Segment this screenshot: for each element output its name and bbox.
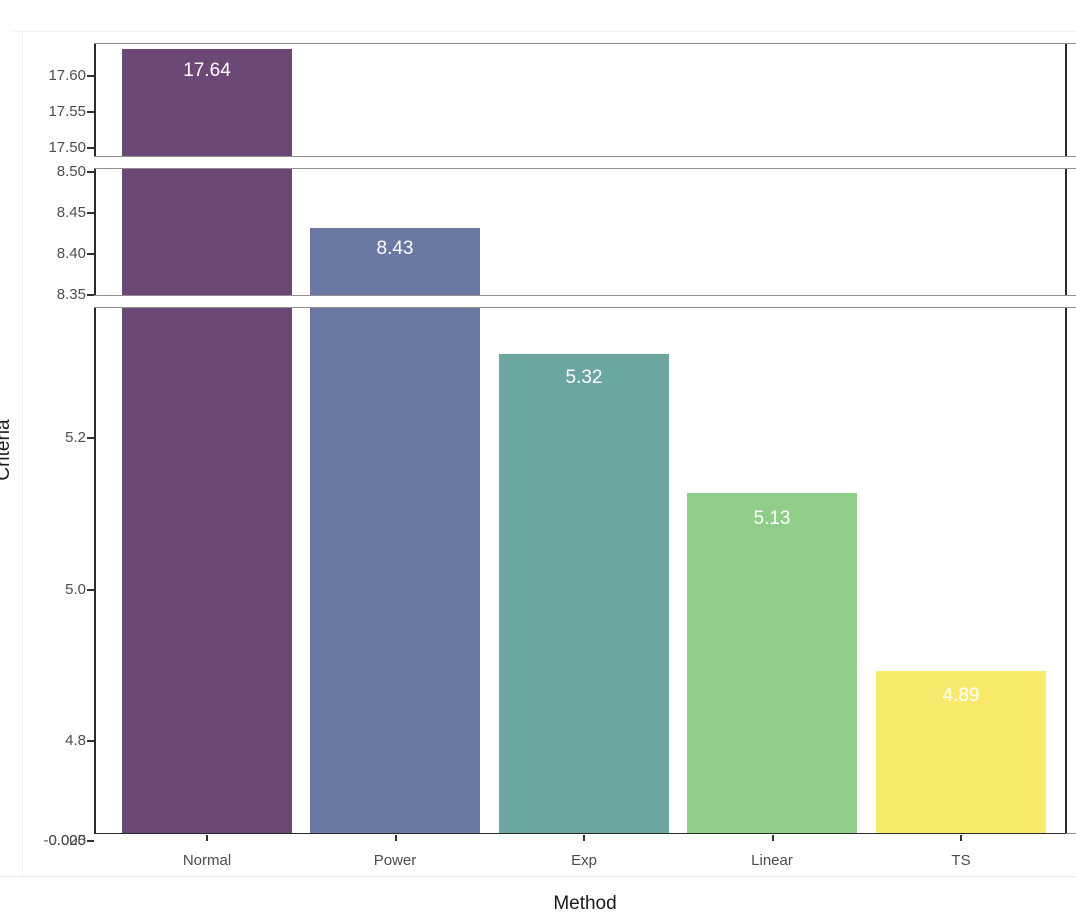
y-tick-label: 17.55 [48, 103, 86, 120]
axis-break-panel-middle [94, 168, 1076, 296]
bar-linear-segment[interactable] [687, 493, 857, 833]
y-tick-label-overlap-neg: -0.025 [43, 832, 86, 849]
y-tick-label: 8.50 [56, 163, 86, 180]
y-tick-label: 17.60 [48, 67, 86, 84]
y-tick-mark [87, 212, 94, 214]
x-tick-label-ts: TS [951, 852, 971, 869]
plot-background-bottom-edge [0, 876, 1076, 877]
y-tick-label: 8.45 [56, 204, 86, 221]
y-tick-mark [87, 437, 94, 439]
y-tick-label: 17.50 [48, 139, 86, 156]
x-tick-label-normal: Normal [182, 852, 232, 869]
x-tick-label-exp: Exp [571, 852, 597, 869]
y-tick-label: 4.8 [65, 732, 86, 749]
axis-break-panel-top [94, 43, 1076, 157]
axis-break-panel-bottom [94, 307, 1076, 834]
y-tick-label: 5.2 [65, 429, 86, 446]
y-tick-mark [87, 171, 94, 173]
bar-exp-segment[interactable] [499, 354, 669, 833]
y-axis-line [94, 308, 96, 833]
y-tick-mark [87, 253, 94, 255]
x-axis-title: Method [553, 893, 617, 914]
y-tick-mark [87, 840, 94, 842]
y-tick-label: 8.35 [56, 286, 86, 303]
x-tick-mark [395, 835, 397, 841]
y-tick-label-overlap-zero: 0.000 [48, 832, 86, 849]
y-axis-line [94, 44, 96, 156]
bar-power-segment[interactable] [310, 308, 480, 833]
right-axis-line [1065, 308, 1067, 833]
plot-background-left-edge [22, 31, 23, 876]
x-tick-mark [206, 835, 208, 841]
right-axis-line [1065, 169, 1067, 295]
y-tick-mark [87, 589, 94, 591]
x-tick-mark [960, 835, 962, 841]
bar-value-label: 5.13 [753, 508, 791, 529]
y-tick-mark [87, 294, 94, 296]
bar-normal-segment[interactable] [122, 308, 292, 833]
bar-normal-segment[interactable] [122, 49, 292, 156]
x-tick-mark [772, 835, 774, 841]
y-tick-label: 8.40 [56, 245, 86, 262]
x-tick-label-linear: Linear [751, 852, 793, 869]
x-axis-line [94, 832, 1066, 834]
bar-value-label: 17.64 [183, 60, 231, 81]
bar-power-segment[interactable] [310, 228, 480, 295]
right-axis-line [1065, 44, 1067, 156]
bar-value-label: 4.89 [942, 685, 980, 706]
y-axis-line [94, 169, 96, 295]
plot-background-top-edge [12, 31, 1076, 32]
y-tick-mark [87, 75, 94, 77]
x-tick-label-power: Power [373, 852, 417, 869]
y-tick-mark [87, 147, 94, 149]
y-tick-label: 5.0 [65, 581, 86, 598]
bar-value-label: 8.43 [376, 238, 414, 259]
y-tick-mark [87, 111, 94, 113]
bar-value-label: 5.32 [565, 367, 603, 388]
bar-ts-segment[interactable] [876, 671, 1046, 833]
y-tick-mark [87, 740, 94, 742]
y-axis-title: Criteria [0, 419, 14, 481]
bar-normal-segment[interactable] [122, 169, 292, 295]
x-tick-mark [583, 835, 585, 841]
